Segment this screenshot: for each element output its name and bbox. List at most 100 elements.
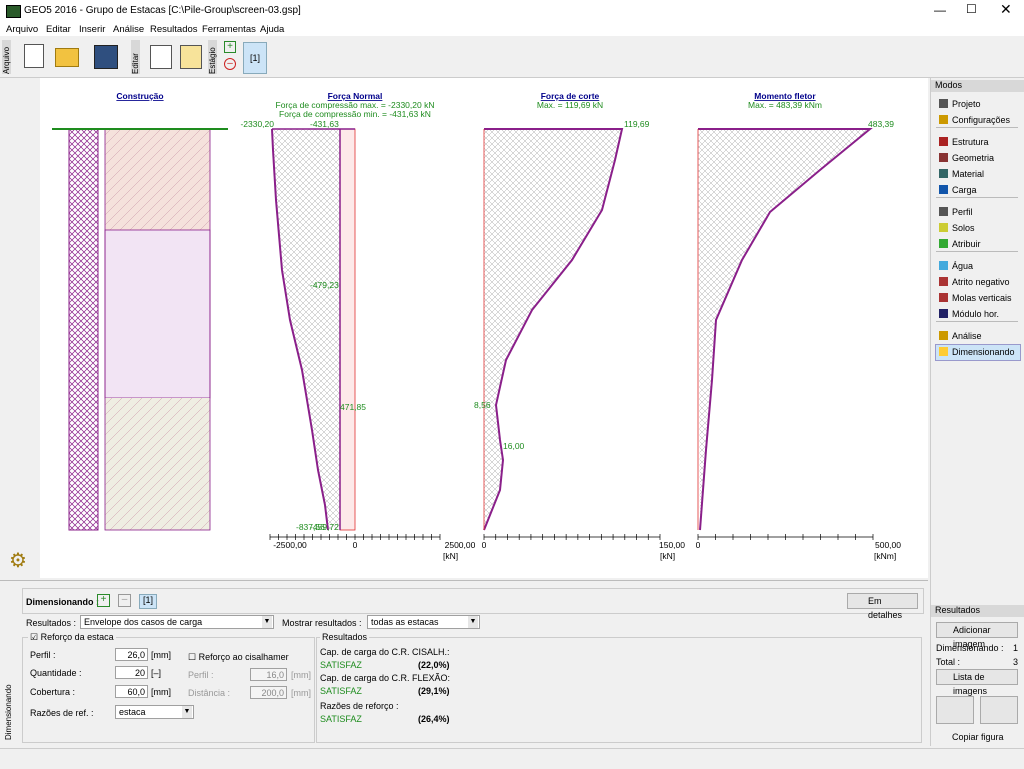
toolbar-group-label: Arquivo bbox=[2, 40, 11, 74]
mode-item[interactable]: Atribuir bbox=[952, 239, 981, 249]
label: Mostrar resultados : bbox=[282, 618, 362, 628]
add-image-button[interactable]: Adicionar imagem bbox=[936, 622, 1018, 649]
menu-item[interactable]: Ajuda bbox=[260, 24, 285, 35]
value-label: -2330,20 bbox=[240, 119, 274, 129]
paste-button[interactable] bbox=[180, 45, 202, 69]
add-button[interactable]: + bbox=[97, 594, 110, 607]
open-button[interactable] bbox=[55, 48, 79, 67]
mode-icon bbox=[939, 137, 948, 146]
minimize[interactable]: — bbox=[934, 3, 946, 17]
mode-item[interactable]: Projeto bbox=[952, 99, 981, 109]
mode-item[interactable]: Configurações bbox=[952, 115, 1011, 125]
axis-label: 500,00 bbox=[875, 540, 901, 550]
mode-icon bbox=[939, 99, 948, 108]
mode-item[interactable]: Geometria bbox=[952, 153, 995, 163]
value-label: 119,69 bbox=[624, 119, 650, 129]
mode-icon bbox=[939, 169, 948, 178]
group-title: Reforço da estaca bbox=[40, 632, 114, 642]
settings-gear[interactable]: ⚙ bbox=[9, 550, 27, 572]
separator bbox=[936, 251, 1018, 252]
label: Perfil : bbox=[188, 670, 214, 680]
mode-item[interactable]: Carga bbox=[952, 185, 977, 195]
remove-button[interactable]: – bbox=[118, 594, 131, 607]
save-button[interactable] bbox=[94, 45, 118, 69]
ratio-select[interactable]: estaca bbox=[115, 705, 194, 719]
details-button[interactable]: Em detalhes bbox=[847, 593, 918, 620]
remove-stage[interactable]: – bbox=[224, 58, 236, 70]
axis-unit: [kN] bbox=[443, 551, 458, 561]
axis-label: 2500,00 bbox=[445, 540, 476, 550]
mode-item[interactable]: Análise bbox=[952, 331, 982, 341]
close[interactable]: ✕ bbox=[1000, 1, 1012, 17]
result-status: SATISFAZ bbox=[320, 714, 362, 724]
mode-item[interactable]: Água bbox=[952, 261, 974, 271]
soil-layer bbox=[104, 229, 211, 399]
unit: [mm] bbox=[151, 687, 171, 697]
menu-item[interactable]: Resultados bbox=[150, 24, 198, 35]
copy-button[interactable] bbox=[150, 45, 172, 69]
mode-icon bbox=[939, 347, 948, 356]
menu-item[interactable]: Ferramentas bbox=[202, 24, 256, 35]
axis-unit: [kNm] bbox=[874, 551, 896, 561]
unit: [mm] bbox=[291, 670, 311, 680]
diagram-fill bbox=[272, 129, 340, 530]
result-ratio: (26,4%) bbox=[418, 714, 450, 724]
mode-item[interactable]: Solos bbox=[952, 223, 975, 233]
separator bbox=[936, 127, 1018, 128]
toolbar-group-label: Estágio bbox=[208, 40, 217, 74]
value-label: -459,72 bbox=[310, 522, 339, 532]
copy-figure-button[interactable]: Copiar figura bbox=[952, 732, 1004, 742]
mode-item[interactable]: Atrito negativo bbox=[952, 277, 1010, 287]
unit: [–] bbox=[151, 668, 162, 678]
checkbox-label[interactable]: ☐ Reforço ao cisalhamer bbox=[188, 652, 289, 662]
axis-label: -2500,00 bbox=[273, 540, 307, 550]
result-label: Cap. de carga do C.R. CISALH.: bbox=[320, 647, 450, 657]
value-label: -431,63 bbox=[310, 119, 339, 129]
label: Razões de ref. : bbox=[30, 708, 94, 718]
add-stage[interactable]: + bbox=[224, 41, 236, 53]
status-bar bbox=[0, 748, 1024, 769]
result-status: SATISFAZ bbox=[320, 686, 362, 696]
mode-item[interactable]: Dimensionando bbox=[952, 347, 1015, 357]
label: Total : bbox=[936, 657, 961, 667]
mode-item[interactable]: Material bbox=[952, 169, 985, 179]
input[interactable]: 60,0 bbox=[115, 685, 148, 698]
show-select[interactable]: todas as estacas bbox=[367, 615, 480, 629]
menu-item[interactable]: Análise bbox=[113, 24, 145, 35]
label: Cobertura : bbox=[30, 687, 76, 697]
axis-label: 0 bbox=[696, 540, 701, 550]
envelope-box bbox=[339, 128, 356, 531]
menu-bar bbox=[0, 22, 1024, 36]
checkbox-label[interactable]: ☑ Reforço da estaca bbox=[28, 632, 116, 643]
results-select[interactable]: Envelope dos casos de carga bbox=[80, 615, 274, 629]
window-title: GEO5 2016 - Grupo de Estacas [C:\Pile-Gr… bbox=[24, 5, 301, 16]
mode-item[interactable]: Módulo hor. bbox=[952, 309, 1000, 319]
menu-item[interactable]: Inserir bbox=[79, 24, 106, 35]
checkbox-text: Reforço ao cisalhamer bbox=[198, 652, 289, 662]
diagram-curve bbox=[271, 128, 329, 531]
app-icon bbox=[6, 5, 21, 18]
input[interactable]: 20 bbox=[115, 666, 148, 679]
image-list-button[interactable]: Lista de imagens bbox=[936, 669, 1018, 696]
mode-item[interactable]: Estrutura bbox=[952, 137, 989, 147]
menu-item[interactable]: Editar bbox=[46, 24, 71, 35]
soil-hatch bbox=[105, 398, 210, 530]
mode-icon bbox=[939, 115, 948, 124]
new-button[interactable] bbox=[24, 44, 44, 68]
print-pdf-button[interactable] bbox=[980, 696, 1018, 724]
mode-item[interactable]: Molas verticais bbox=[952, 293, 1012, 303]
maximize[interactable]: ☐ bbox=[966, 2, 977, 16]
print-button[interactable] bbox=[936, 696, 974, 724]
mode-item[interactable]: Perfil bbox=[952, 207, 973, 217]
stage-button[interactable]: [1] bbox=[139, 594, 157, 609]
chart-subtitle: Força de compressão min. = -431,63 kN bbox=[279, 109, 431, 119]
stage-button[interactable]: [1] bbox=[243, 42, 267, 74]
chart-title: Momento fletor bbox=[754, 91, 816, 101]
group-box bbox=[316, 637, 922, 743]
input[interactable]: 26,0 bbox=[115, 648, 148, 661]
unit: [mm] bbox=[151, 650, 171, 660]
menu-item[interactable]: Arquivo bbox=[6, 24, 39, 35]
label: Distância : bbox=[188, 688, 231, 698]
mode-icon bbox=[939, 207, 948, 216]
